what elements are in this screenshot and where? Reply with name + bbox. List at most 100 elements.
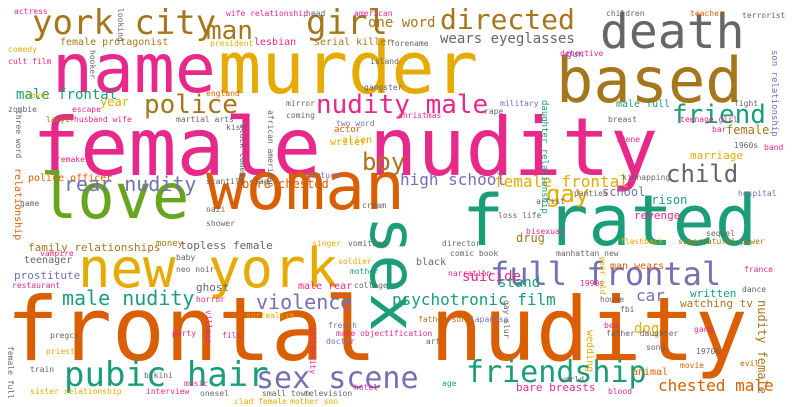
word-remake: remake (56, 155, 85, 164)
word-son-relationship: son relationship (769, 50, 779, 137)
word-mother: mother (350, 267, 379, 276)
word-lawyer: lawyer (46, 115, 75, 124)
word-scantily-clad: scantily clad (206, 177, 269, 186)
word-pregcy: pregcy (50, 331, 79, 340)
word-shower: shower (206, 219, 235, 228)
word-cult-film: cult film (8, 57, 52, 66)
word-fight: fight (734, 99, 759, 108)
word-evil: evil (740, 359, 760, 368)
word-gang: gang (694, 325, 714, 334)
word-detective: detective (560, 49, 604, 58)
word-name: name (52, 30, 216, 109)
word-dance: dance (742, 285, 767, 294)
word-boy: boy (362, 148, 406, 176)
word-marriage: marriage (690, 149, 743, 162)
word-male-frontal: male frontal (16, 87, 118, 103)
word-manhattan-new: manhattan new (556, 249, 619, 258)
word-clad-female: clad female (234, 397, 287, 406)
word-drug: drug (516, 231, 545, 245)
word-one-word: one word (368, 15, 436, 31)
word-vomiting: vomiting (348, 239, 387, 248)
word-father-daughter: father daughter (606, 329, 679, 338)
word-year-old: year old (598, 256, 607, 295)
word-torture: torture (306, 171, 340, 180)
word-school: school (602, 185, 646, 199)
word-nudity-male: nudity male (316, 90, 489, 120)
word-baby: baby (176, 253, 196, 262)
word-cream: cream (362, 201, 387, 210)
word-girl: girl (306, 3, 388, 43)
word-suicide: suicide (462, 269, 522, 285)
word-writer: writer (330, 137, 367, 148)
word-man-wears: man wears (610, 261, 665, 272)
word-head: head (306, 9, 326, 18)
word-blood: blood (608, 387, 633, 396)
word-hospital: hospital (738, 189, 777, 198)
word-supernatural-power: supernatural power (678, 237, 765, 246)
word-ghost: ghost (196, 281, 230, 294)
word-wears-eyeglasses: wears eyeglasses (440, 31, 575, 47)
word-television: television (304, 389, 353, 398)
word-serial-killer: serial killer (314, 37, 393, 48)
word-stand: stand (498, 275, 541, 291)
word-vampire: vampire (40, 249, 74, 258)
word-full-frontal: full frontal (490, 255, 722, 293)
word-prostitute: prostitute (14, 269, 81, 282)
word-hotel: hotel (354, 383, 379, 392)
word-man: man (206, 16, 253, 46)
word-village: village (204, 310, 213, 344)
word-house: house (600, 295, 625, 304)
word-directed: directed (440, 3, 575, 36)
word-money: money (156, 239, 184, 249)
word-artist: artist (536, 197, 565, 206)
word-female-protagonist: female protagonist (60, 37, 169, 48)
word-american: american (354, 9, 393, 18)
word-female-frontal: female frontal (494, 172, 629, 191)
word-sister-relationship: sister relationship (30, 387, 122, 396)
word-woman: woman (206, 148, 405, 225)
word-written: written (690, 287, 737, 300)
word-restaurant: restaurant (12, 281, 61, 290)
word-doctor: doctor (326, 337, 355, 346)
word-party: party (172, 329, 197, 338)
word-lesbian: lesbian (254, 37, 297, 48)
word-teacher: teacher (690, 9, 724, 18)
word-france: france (744, 265, 773, 274)
word-island: island (370, 57, 399, 66)
word-surrealism: surrealism (246, 311, 295, 320)
word-england: england (206, 89, 240, 98)
word-infidelity: infidelity (308, 326, 317, 375)
word-female-nudity: female nudity (32, 101, 659, 194)
word-neo-noir: neo noir (176, 265, 215, 274)
word-topless-female: topless female (180, 239, 273, 252)
word-based: based (556, 44, 743, 117)
word-murder: murder (218, 26, 479, 110)
word-gun: gun (566, 49, 585, 60)
word-sequel: sequel (706, 229, 735, 238)
word-priest: priest (46, 347, 75, 356)
word-bare-chested: bare chested (242, 177, 329, 191)
word-high-school: high school (400, 170, 506, 189)
word-train: train (30, 365, 55, 374)
word-dog: dog (634, 321, 660, 337)
word-bed: bed (604, 321, 619, 330)
word-zombie: zombie (8, 105, 37, 114)
word-1970s: 1970s (696, 347, 721, 356)
word-two-word: two word (336, 119, 375, 128)
word-looking: looking (116, 8, 125, 42)
word-flashback: flashback (620, 237, 664, 246)
word-children: children (606, 9, 645, 18)
word-black: black (416, 257, 447, 268)
word-bisexual: bisexual (526, 227, 565, 236)
word-male-nudity: male nudity (62, 286, 195, 310)
word-song: song (646, 343, 666, 352)
word-teenage-girl: teenage girl (680, 115, 738, 124)
word-music: music (184, 379, 209, 388)
word-movie: movie (680, 361, 705, 370)
word-kidnapping: kidnapping (622, 173, 671, 182)
word-director: director (442, 239, 481, 248)
word-bare-breasts: bare breasts (516, 381, 596, 394)
word-film: film (222, 331, 242, 340)
word-gay: gay (546, 180, 590, 208)
